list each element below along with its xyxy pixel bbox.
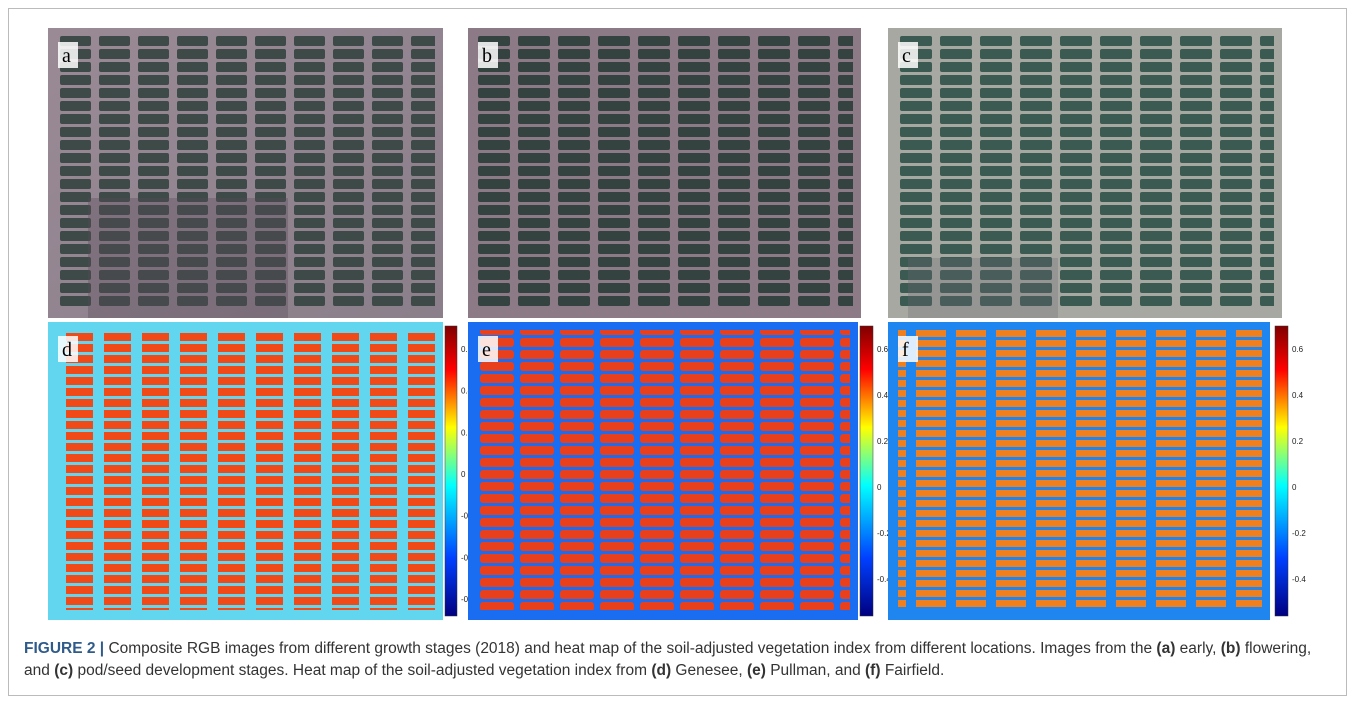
caption-text: Pullman, and [770,662,860,679]
panel-label: c [902,45,911,67]
panel-label: e [482,339,491,361]
plot-grid [478,36,853,308]
colorbar [1275,326,1288,616]
colorbar-tick-label: 0.6 [1292,345,1304,354]
colorbar-tick-label: 0.2 [877,437,889,446]
figure-caption: FIGURE 2 | Composite RGB images from dif… [24,638,1334,682]
caption-panel-ref: (c) [54,662,73,679]
caption-panel-ref: (e) [747,662,766,679]
plot-grid [898,330,1262,610]
colorbar [445,326,457,616]
colorbar-tick-label: 0.6 [877,345,889,354]
colorbar-tick-label: 0 [1292,483,1297,492]
colorbar-tick-label: -0.2 [1292,529,1306,538]
shadow [88,198,288,318]
panel-label: d [62,339,72,361]
caption-panel-ref: (b) [1221,640,1241,657]
caption-text: Fairfield. [885,662,944,679]
colorbar-tick-label: 0 [877,483,882,492]
caption-panel-ref: (a) [1156,640,1175,657]
colorbar [860,326,873,616]
shadow [908,258,1058,318]
colorbar-tick-label: -0.4 [1292,575,1306,584]
colorbar-tick-label: 0 [461,470,466,479]
caption-text: Composite RGB images from different grow… [108,640,1152,657]
panel-label: a [62,45,71,67]
caption-text: pod/seed development stages. Heat map of… [77,662,647,679]
colorbar-tick-label: 0.4 [877,391,889,400]
plot-grid [58,330,435,610]
colorbar-tick-label: 0.4 [1292,391,1304,400]
panel-label: b [482,45,492,67]
caption-text: early, [1180,640,1217,657]
caption-panel-ref: (f) [865,662,881,679]
colorbar-tick-label: 0.2 [1292,437,1304,446]
caption-label: FIGURE 2 | [24,640,104,657]
panel-label: f [902,339,909,361]
plot-grid [478,330,850,610]
caption-text: Genesee, [675,662,742,679]
page: abcd0.60.40.20-0.2-0.4-0.6e0.60.40.20-0.… [0,0,1357,707]
caption-panel-ref: (d) [651,662,671,679]
